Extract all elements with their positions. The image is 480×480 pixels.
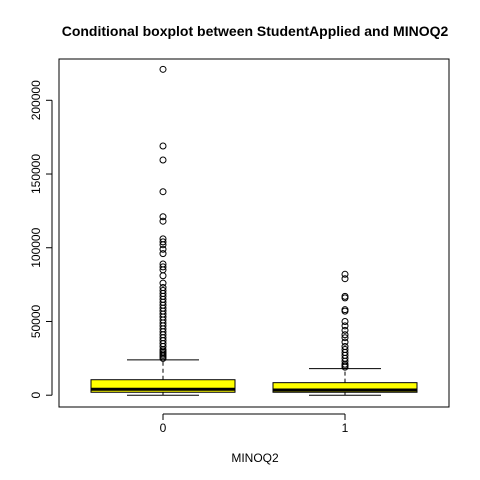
outlier-point: [160, 273, 166, 279]
chart-title: Conditional boxplot between StudentAppli…: [62, 23, 449, 39]
outlier-point: [160, 251, 166, 257]
outlier-point: [160, 218, 166, 224]
y-tick-label: 0: [29, 392, 43, 399]
box-group-1: [273, 271, 417, 395]
outlier-point: [160, 143, 166, 149]
x-tick-label: 0: [160, 421, 167, 435]
x-tick-label: 1: [342, 421, 349, 435]
plot-frame: [59, 59, 449, 407]
x-axis-title: MINOQ2: [231, 451, 279, 465]
outlier-point: [160, 157, 166, 163]
box-group-0: [91, 66, 235, 395]
outlier-point: [342, 276, 348, 282]
outlier-point: [160, 66, 166, 72]
y-tick-label: 100000: [29, 227, 43, 267]
y-tick-label: 150000: [29, 154, 43, 194]
boxes-layer: [91, 66, 417, 395]
y-axis: 0 50000 100000 150000 200000: [29, 80, 52, 399]
outlier-point: [160, 189, 166, 195]
y-tick-label: 50000: [29, 304, 43, 338]
y-tick-label: 200000: [29, 80, 43, 120]
